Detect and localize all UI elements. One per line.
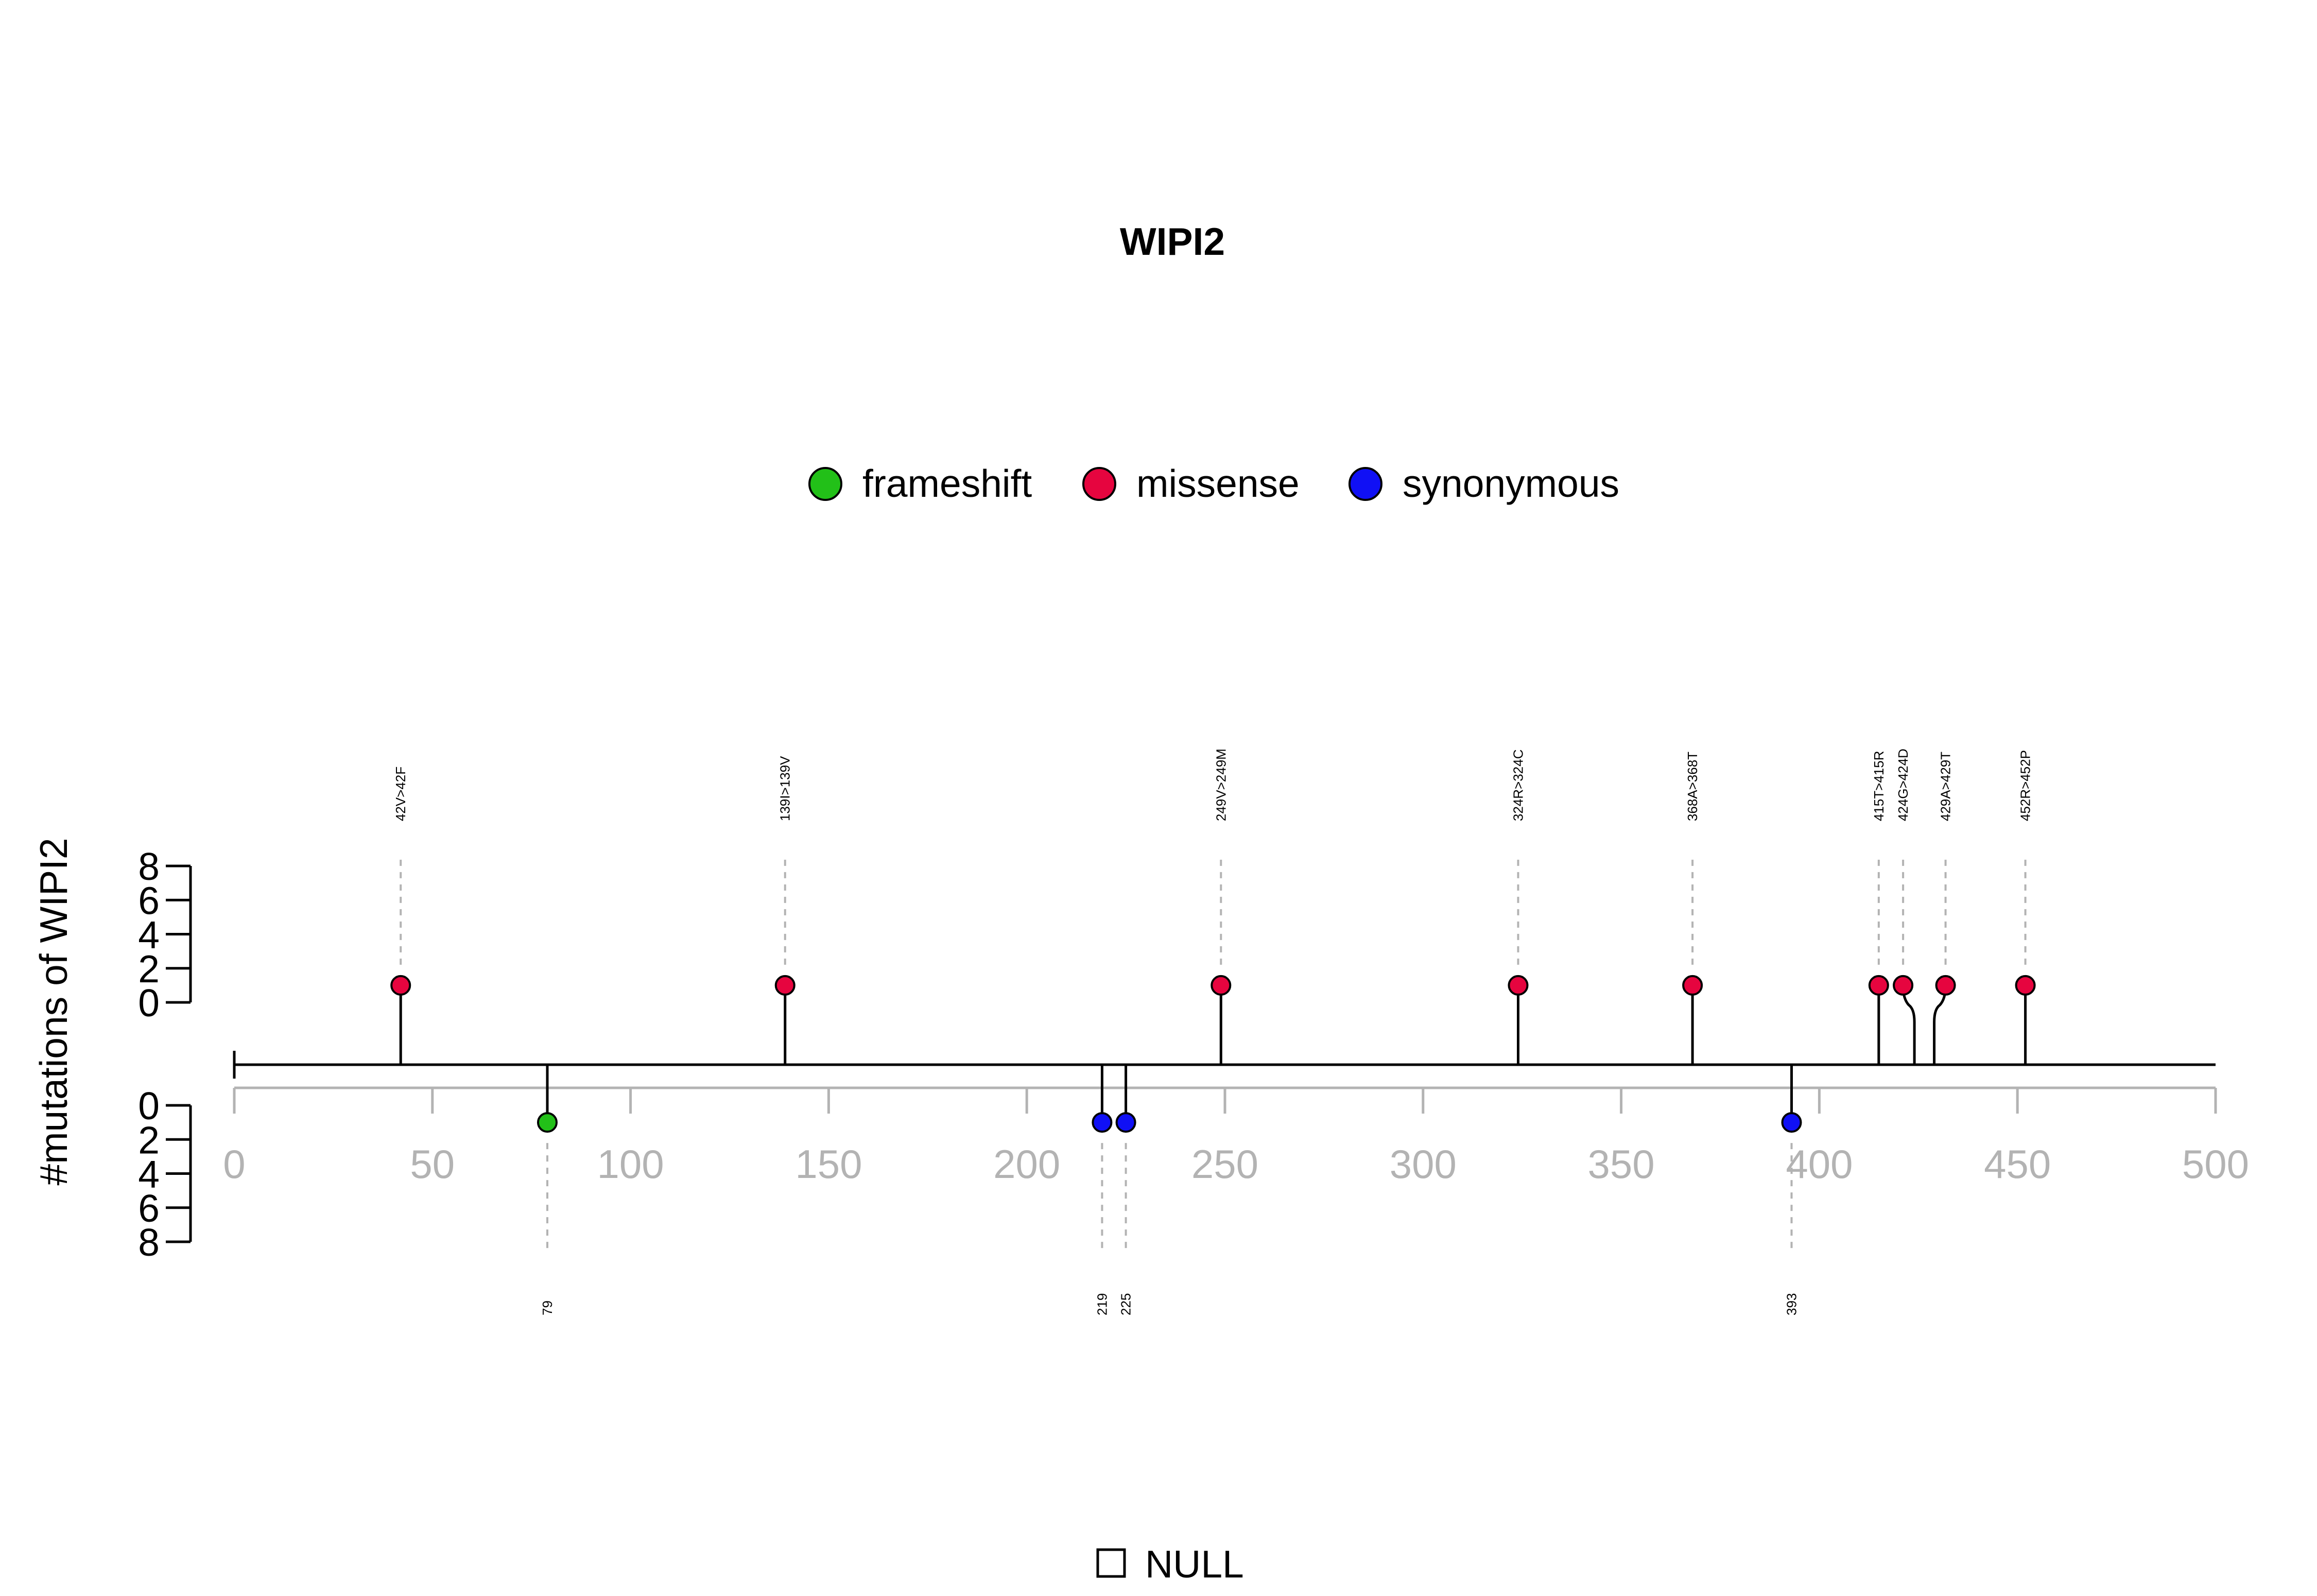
x-tick-label: 450 <box>1984 1141 2051 1187</box>
x-tick-label: 500 <box>2182 1141 2249 1187</box>
x-tick-label: 300 <box>1390 1141 1457 1187</box>
lollipop-head-missense <box>1508 975 1529 996</box>
y-axis-label: #mutations of WIPI2 <box>32 838 75 1185</box>
lollipop-head-missense <box>2015 975 2036 996</box>
lollipop-head-synonymous <box>1092 1112 1113 1133</box>
y-axis-upper-tick-label: 4 <box>138 913 160 957</box>
chart-title: WIPI2 <box>1120 220 1225 263</box>
mutation-label: 324R>324C <box>1511 750 1526 822</box>
lollipop-head-missense <box>1868 975 1889 996</box>
mutation-label: 429A>429T <box>1938 752 1953 821</box>
mutation-label: 368A>368T <box>1685 752 1700 821</box>
lollipop-head-missense <box>390 975 411 996</box>
lollipop-head-missense <box>1682 975 1703 996</box>
plot-area: 0 50 100 150 200 250 300 350 400 450 5000246802468… <box>138 749 2249 1315</box>
mutation-label: 219 <box>1094 1293 1110 1315</box>
x-tick-label: 200 <box>993 1141 1060 1187</box>
domain-legend-label: NULL <box>1145 1542 1244 1586</box>
mutation-label: 139I>139V <box>777 756 793 821</box>
x-tick-label: 350 <box>1588 1141 1655 1187</box>
x-tick-label: 0 <box>223 1141 245 1187</box>
lollipop-head-missense <box>1211 975 1232 996</box>
legend-marker-frameshift <box>808 467 842 501</box>
mutation-label: 415T>415R <box>1871 751 1887 821</box>
mutation-label: 79 <box>540 1300 555 1315</box>
lollipop-head-frameshift <box>537 1112 558 1133</box>
domain-legend: NULL <box>1096 1542 1244 1586</box>
y-axis-lower-tick-label: 0 <box>138 1084 160 1127</box>
lollipop-head-synonymous <box>1115 1112 1136 1133</box>
mutation-label: 452R>452P <box>2018 750 2033 821</box>
legend: frameshift missense synonymous <box>808 462 1619 505</box>
y-axis-upper-tick-label: 0 <box>138 981 160 1025</box>
domain-legend-swatch <box>1096 1548 1126 1578</box>
y-axis-lower-tick-label: 2 <box>138 1118 160 1161</box>
y-axis-lower-tick-label: 8 <box>138 1221 160 1264</box>
lollipop-stem <box>1933 985 1947 1065</box>
legend-label-missense: missense <box>1136 462 1300 505</box>
lollipop-head-synonymous <box>1781 1112 1802 1133</box>
mutation-label: 424G>424D <box>1895 749 1911 821</box>
lollipop-head-missense <box>774 975 796 996</box>
x-tick-label: 100 <box>597 1141 664 1187</box>
mutation-label: 393 <box>1784 1293 1800 1315</box>
y-axis-upper-tick-label: 2 <box>138 947 160 991</box>
legend-label-frameshift: frameshift <box>862 462 1032 505</box>
y-axis-lower-tick-label: 6 <box>138 1187 160 1230</box>
legend-marker-synonymous <box>1348 467 1382 501</box>
y-axis-lower-tick-label: 4 <box>138 1153 160 1196</box>
lollipop-head-missense <box>1935 975 1956 996</box>
legend-label-synonymous: synonymous <box>1403 462 1619 505</box>
x-tick-label: 150 <box>795 1141 862 1187</box>
lollipop-stem <box>1901 985 1916 1065</box>
y-axis-upper-tick-label: 6 <box>138 879 160 922</box>
x-tick-label: 250 <box>1191 1141 1258 1187</box>
mutation-label: 42V>42F <box>393 767 408 821</box>
y-axis-upper-tick-label: 8 <box>138 845 160 888</box>
legend-marker-missense <box>1082 467 1116 501</box>
mutation-label: 249V>249M <box>1213 749 1229 821</box>
lollipop-head-missense <box>1893 975 1914 996</box>
x-tick-label: 400 <box>1786 1141 1853 1187</box>
mutation-label: 225 <box>1118 1293 1134 1315</box>
x-tick-label: 50 <box>410 1141 455 1187</box>
